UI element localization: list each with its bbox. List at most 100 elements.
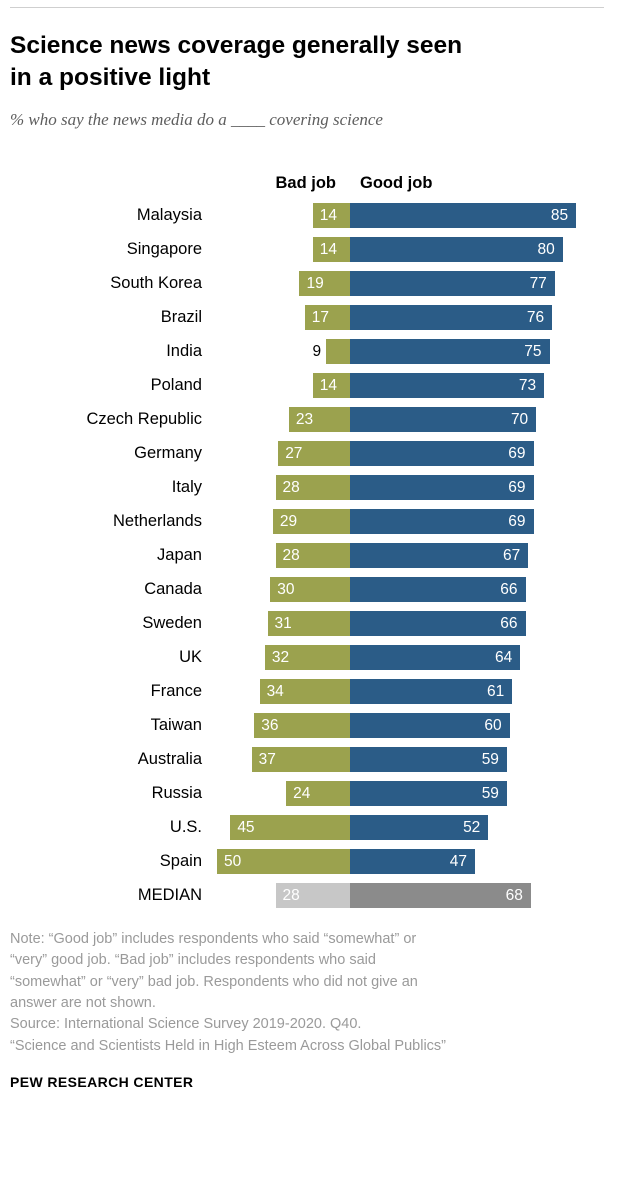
bad-bar-zone: 32 [214,645,350,671]
bad-job-bar: 23 [288,407,350,433]
bad-job-value: 28 [282,546,300,564]
good-bar-zone: 68 [350,883,604,909]
chart-row: South Korea 19 77 [10,267,604,301]
bad-job-bar: 14 [312,373,350,399]
good-job-bar: 64 [350,645,521,671]
good-job-bar: 66 [350,577,526,603]
good-bar-zone: 66 [350,611,604,637]
chart-row: Sweden 31 66 [10,607,604,641]
good-job-value: 64 [494,648,513,666]
bad-bar-zone: 24 [214,781,350,807]
good-bar-zone: 76 [350,305,604,331]
footnote-line: “Science and Scientists Held in High Est… [10,1037,446,1054]
bad-bar-zone: 31 [214,611,350,637]
good-bar-zone: 73 [350,373,604,399]
bad-bar-zone: 30 [214,577,350,603]
bad-job-value: 29 [279,512,298,530]
footnotes: Note: “Good job” includes respondents wh… [10,929,604,1058]
country-label: Singapore [126,240,202,259]
good-job-bar: 85 [350,203,577,229]
bad-bar-zone: 14 [214,237,350,263]
good-job-value: 69 [508,478,526,496]
good-job-bar: 69 [350,475,534,501]
good-bar-zone: 80 [350,237,604,263]
good-bar-zone: 60 [350,713,604,739]
country-label: India [166,342,202,361]
good-bar-zone: 47 [350,849,604,875]
good-job-bar: 73 [350,373,545,399]
good-bar-zone: 59 [350,747,604,773]
footnote-line: Note: “Good job” includes respondents wh… [10,930,417,947]
good-job-value: 66 [500,580,518,598]
footnote-line: “very” good job. “Bad job” includes resp… [10,952,376,969]
good-job-value: 76 [526,308,545,326]
good-job-bar: 47 [350,849,476,875]
country-label: Sweden [142,614,202,633]
bad-job-value: 17 [311,308,330,326]
chart-row: U.S. 45 52 [10,811,604,845]
chart-row: India 9 75 [10,335,604,369]
bad-job-bar: 45 [230,815,350,841]
good-bar-zone: 77 [350,271,604,297]
country-label: U.S. [169,818,202,837]
chart-row: UK 32 64 [10,641,604,675]
bad-job-value: 28 [282,886,300,904]
pew-research-center-brand: PEW RESEARCH CENTER [10,1074,194,1091]
bad-job-value: 34 [266,682,284,700]
bad-bar-zone: 34 [214,679,350,705]
country-label: Malaysia [136,206,202,225]
bad-job-value: 14 [319,376,338,394]
chart-row: Spain 50 47 [10,845,604,879]
bad-job-value: 45 [237,818,255,836]
good-job-bar: 60 [350,713,510,739]
bad-job-value: 23 [295,410,314,428]
bad-job-value: 30 [277,580,295,598]
bad-job-value: 50 [224,852,242,870]
good-job-bar: 59 [350,781,507,807]
good-job-value: 66 [500,614,518,632]
bad-bar-zone: 29 [214,509,350,535]
bad-job-bar: 27 [278,441,350,467]
country-label: Spain [159,852,202,871]
good-job-bar: 77 [350,271,555,297]
good-job-bar: 69 [350,509,534,535]
good-job-bar: 52 [350,815,489,841]
country-label: Poland [150,376,202,395]
top-divider [10,7,604,8]
good-job-bar: 68 [350,883,531,909]
title-line-1: Science news coverage generally seen [10,32,463,59]
good-job-bar: 61 [350,679,513,705]
good-job-bar: 76 [350,305,553,331]
bad-bar-zone: 50 [214,849,350,875]
bad-bar-zone: 28 [214,883,350,909]
bad-bar-zone: 27 [214,441,350,467]
good-job-value: 69 [508,512,526,530]
chart-row: Czech Republic 23 70 [10,403,604,437]
footnote-line: “somewhat” or “very” bad job. Respondent… [10,973,418,990]
good-bar-zone: 69 [350,475,604,501]
bad-job-bar: 29 [272,509,350,535]
bad-job-value: 37 [258,750,276,768]
chart-row: Taiwan 36 60 [10,709,604,743]
good-bar-zone: 61 [350,679,604,705]
bad-job-value: 36 [261,716,279,734]
bad-bar-zone: 28 [214,475,350,501]
bad-bar-zone: 14 [214,373,350,399]
chart-row: Japan 28 67 [10,539,604,573]
bad-job-value: 14 [319,206,338,224]
country-label: Australia [137,750,202,769]
good-job-bar: 75 [350,339,550,365]
good-job-value: 69 [508,444,526,462]
bad-job-value: 28 [282,478,300,496]
good-job-value: 68 [505,886,523,904]
bad-job-bar: 30 [270,577,350,603]
country-label: Italy [171,478,202,497]
bad-bar-zone: 19 [214,271,350,297]
bad-job-bar: 14 [312,203,350,229]
column-headers: Bad job Good job [10,174,604,193]
footnote-line: answer are not shown. [10,995,156,1012]
country-label: Brazil [160,308,202,327]
country-label: Canada [144,580,202,599]
chart-row: Brazil 17 76 [10,301,604,335]
country-label: Taiwan [150,716,202,735]
